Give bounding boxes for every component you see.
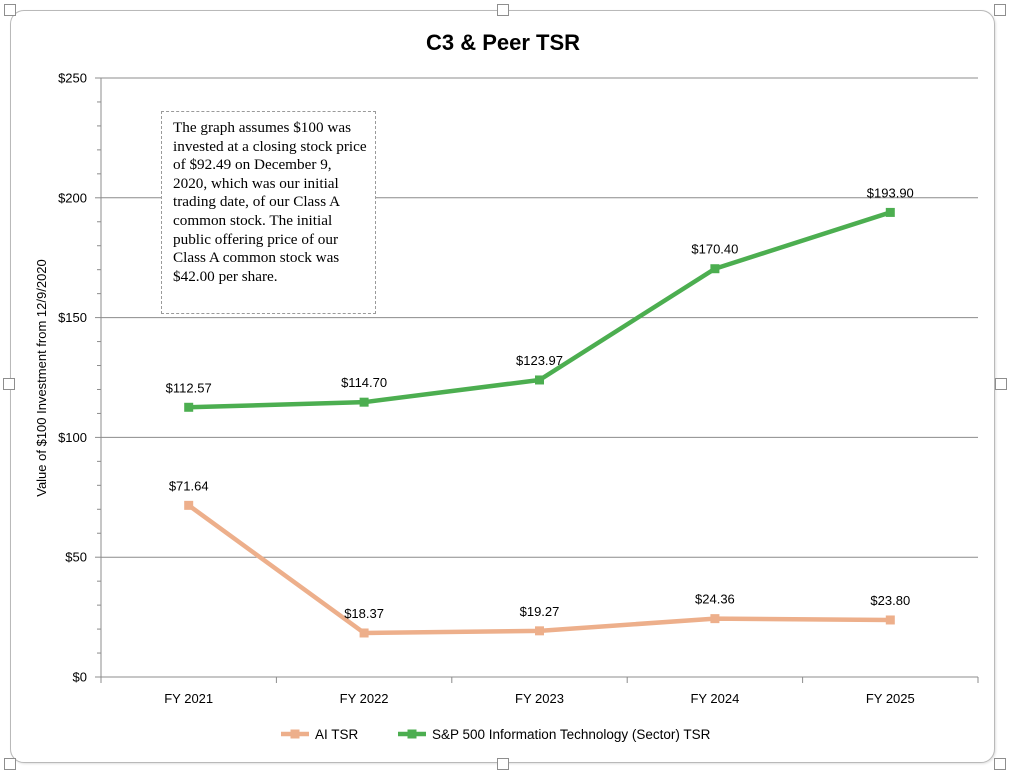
y-tick-label: $200	[58, 190, 87, 205]
data-label: $71.64	[169, 478, 209, 493]
legend-swatch-marker	[407, 729, 417, 739]
data-label: $123.97	[516, 353, 563, 368]
data-point-marker	[184, 402, 194, 412]
data-labels: $71.64 $18.37 $19.27 $24.36 $23.80 $112.57 $11…	[166, 185, 914, 621]
annotation-box: The graph assumes $100 was invested at a…	[161, 111, 376, 314]
x-tick-label: FY 2025	[866, 691, 915, 706]
y-tick-label: $0	[73, 670, 87, 685]
data-label: $19.27	[520, 604, 560, 619]
data-point-marker	[885, 207, 895, 217]
resize-handle-right[interactable]	[995, 378, 1007, 390]
data-label: $23.80	[870, 593, 910, 608]
legend: AI TSR S&P 500 Information Technology (Se…	[281, 727, 711, 742]
legend-label: S&P 500 Information Technology (Sector) …	[432, 727, 711, 742]
x-tick-label: FY 2023	[515, 691, 564, 706]
y-tick-label: $50	[65, 550, 87, 565]
resize-handle-bottom[interactable]	[497, 758, 509, 770]
data-point-marker	[710, 614, 720, 624]
resize-handle-bottom-left[interactable]	[4, 758, 16, 770]
y-tick-label: $150	[58, 310, 87, 325]
resize-handle-bottom-right[interactable]	[994, 758, 1006, 770]
legend-label: AI TSR	[315, 727, 359, 742]
data-label: $170.40	[691, 242, 738, 257]
y-tick-label: $100	[58, 430, 87, 445]
resize-handle-left[interactable]	[3, 378, 15, 390]
x-tick-label: FY 2022	[340, 691, 389, 706]
data-point-marker	[710, 264, 720, 274]
gridlines	[101, 77, 978, 558]
data-label: $114.70	[341, 375, 387, 390]
legend-swatch-marker	[290, 729, 300, 739]
data-point-marker	[359, 397, 369, 407]
data-point-marker	[535, 375, 544, 385]
x-tick-label: FY 2024	[690, 691, 739, 706]
data-label: $24.36	[695, 592, 735, 607]
y-tick-label: $250	[58, 71, 87, 86]
data-point-marker	[535, 626, 544, 636]
y-axis-label: Value of $100 Investment from 12/9/2020	[34, 259, 49, 497]
chart-title: C3 & Peer TSR	[426, 30, 580, 55]
data-label: $18.37	[344, 606, 384, 621]
data-label: $112.57	[166, 380, 212, 395]
x-tick-label: FY 2021	[164, 691, 213, 706]
resize-handle-top[interactable]	[497, 4, 509, 16]
resize-handle-top-right[interactable]	[994, 4, 1006, 16]
data-point-marker	[359, 628, 369, 638]
series-lines	[184, 207, 895, 638]
data-point-marker	[184, 500, 194, 510]
axes: $0 $50 $100 $150 $200 $250 FY 2021 FY 2022 FY 20…	[58, 71, 979, 706]
data-label: $193.90	[867, 185, 914, 200]
data-point-marker	[885, 615, 895, 625]
resize-handle-top-left[interactable]	[4, 4, 16, 16]
